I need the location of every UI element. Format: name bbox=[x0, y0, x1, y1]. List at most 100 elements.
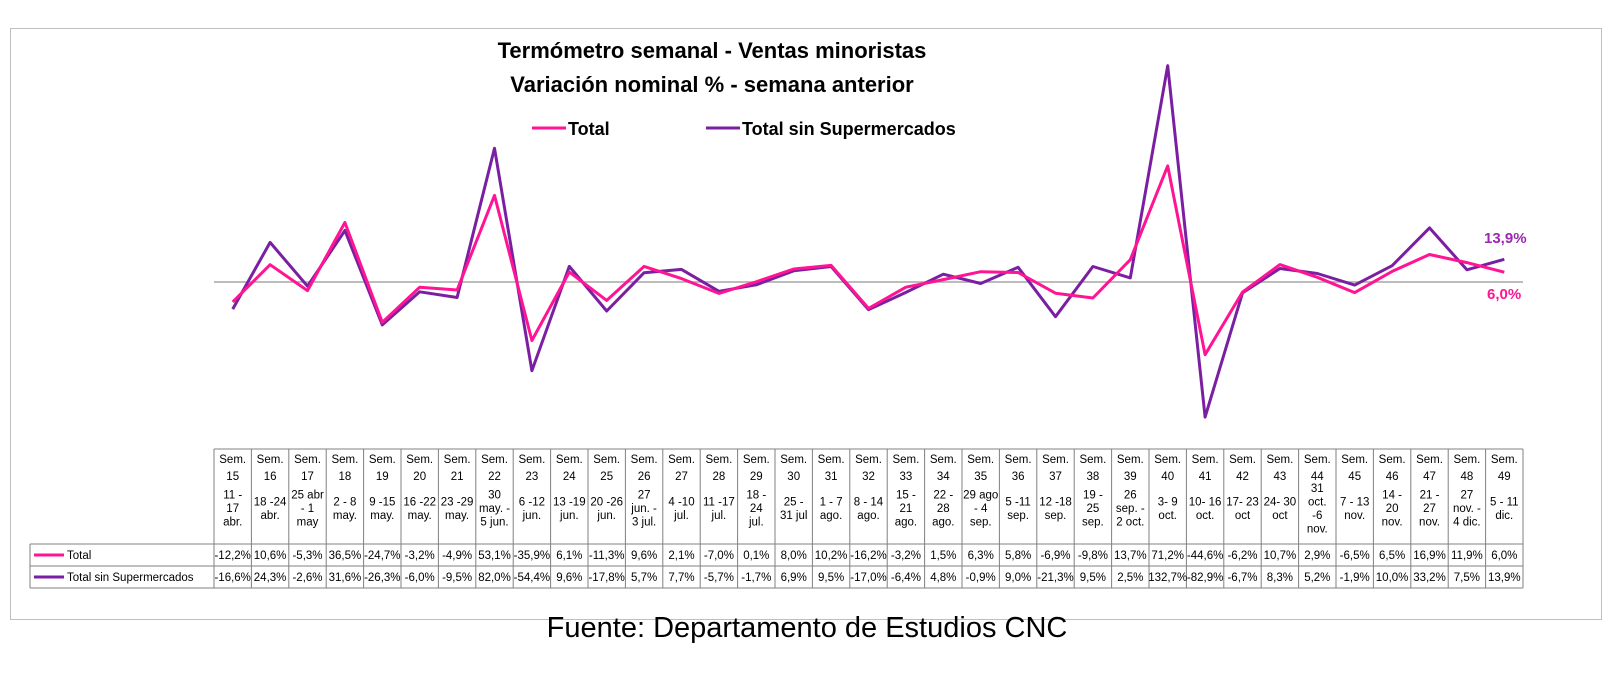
value-total-21: 5,8% bbox=[1005, 550, 1031, 562]
value-total-33: 11,9% bbox=[1451, 550, 1483, 562]
week-label-24: Sem. bbox=[1117, 454, 1144, 466]
date-range-34: 5 - 11 dic. bbox=[1490, 496, 1519, 522]
value-total-31: 6,5% bbox=[1379, 550, 1405, 562]
week-number-23: 38 bbox=[1087, 471, 1100, 483]
week-number-16: 31 bbox=[825, 471, 838, 483]
week-number-31: 46 bbox=[1386, 471, 1399, 483]
date-range-6: 23 -29 may. bbox=[441, 496, 474, 522]
value-total-8: -35,9% bbox=[514, 550, 550, 562]
week-number-12: 27 bbox=[675, 471, 688, 483]
week-label-22: Sem. bbox=[1042, 454, 1069, 466]
week-number-14: 29 bbox=[750, 471, 763, 483]
week-label-6: Sem. bbox=[444, 454, 471, 466]
week-number-33: 48 bbox=[1461, 471, 1474, 483]
value-sin-super-30: -1,9% bbox=[1340, 572, 1370, 584]
value-sin-super-11: 5,7% bbox=[631, 572, 657, 584]
value-total-6: -4,9% bbox=[442, 550, 472, 562]
data-table: Total Total sin Supermercados Sem. 15 11 -17… bbox=[29, 448, 1524, 589]
value-sin-super-25: 132,7% bbox=[1148, 572, 1187, 584]
week-number-34: 49 bbox=[1498, 471, 1511, 483]
week-label-3: Sem. bbox=[331, 454, 358, 466]
chart-frame bbox=[10, 28, 1602, 620]
week-number-1: 16 bbox=[264, 471, 277, 483]
date-range-32: 21 -27 nov. bbox=[1419, 490, 1440, 529]
value-sin-super-0: -16,6% bbox=[214, 572, 250, 584]
value-total-12: 2,1% bbox=[668, 550, 694, 562]
week-number-9: 24 bbox=[563, 471, 576, 483]
value-sin-super-24: 2,5% bbox=[1117, 572, 1143, 584]
value-sin-super-23: 9,5% bbox=[1080, 572, 1106, 584]
value-total-11: 9,6% bbox=[631, 550, 657, 562]
value-sin-super-14: -1,7% bbox=[741, 572, 771, 584]
value-total-22: -6,9% bbox=[1040, 550, 1070, 562]
row-label-total: Total bbox=[67, 550, 91, 562]
date-range-24: 26 sep. -2 oct. bbox=[1116, 490, 1145, 529]
week-label-2: Sem. bbox=[294, 454, 321, 466]
value-total-19: 1,5% bbox=[930, 550, 956, 562]
week-number-32: 47 bbox=[1423, 471, 1436, 483]
value-total-4: -24,7% bbox=[364, 550, 400, 562]
value-sin-super-22: -21,3% bbox=[1037, 572, 1073, 584]
plot-area: 6,0% 13,9% bbox=[214, 64, 1527, 419]
date-range-23: 19 -25 sep. bbox=[1082, 490, 1104, 529]
date-range-3: 2 - 8 may. bbox=[333, 496, 357, 522]
value-sin-super-5: -6,0% bbox=[405, 572, 435, 584]
week-label-26: Sem. bbox=[1192, 454, 1219, 466]
week-number-10: 25 bbox=[600, 471, 613, 483]
date-range-8: 6 -12 jun. bbox=[519, 496, 545, 522]
value-sin-super-28: 8,3% bbox=[1267, 572, 1293, 584]
value-total-5: -3,2% bbox=[405, 550, 435, 562]
date-range-27: 17- 23 oct bbox=[1226, 496, 1259, 522]
week-number-18: 33 bbox=[900, 471, 913, 483]
date-range-13: 11 -17 jul. bbox=[703, 496, 735, 522]
value-total-32: 16,9% bbox=[1413, 550, 1446, 562]
date-range-30: 7 - 13 nov. bbox=[1340, 496, 1369, 522]
date-range-26: 10- 16 oct. bbox=[1189, 496, 1222, 522]
week-label-14: Sem. bbox=[743, 454, 770, 466]
value-sin-super-19: 4,8% bbox=[930, 572, 956, 584]
date-range-18: 15 -21 ago. bbox=[895, 490, 917, 529]
value-sin-super-13: -5,7% bbox=[704, 572, 734, 584]
week-label-7: Sem. bbox=[481, 454, 508, 466]
week-label-33: Sem. bbox=[1453, 454, 1480, 466]
week-label-11: Sem. bbox=[631, 454, 658, 466]
value-sin-super-8: -54,4% bbox=[514, 572, 550, 584]
value-total-16: 10,2% bbox=[815, 550, 848, 562]
date-range-16: 1 - 7 ago. bbox=[820, 496, 843, 522]
week-number-22: 37 bbox=[1049, 471, 1062, 483]
legend: Total Total sin Supermercados bbox=[532, 119, 956, 139]
week-label-13: Sem. bbox=[705, 454, 732, 466]
week-label-12: Sem. bbox=[668, 454, 695, 466]
value-total-25: 71,2% bbox=[1151, 550, 1184, 562]
week-number-4: 19 bbox=[376, 471, 389, 483]
week-label-23: Sem. bbox=[1079, 454, 1106, 466]
week-number-3: 18 bbox=[339, 471, 352, 483]
value-total-29: 2,9% bbox=[1304, 550, 1330, 562]
week-number-11: 26 bbox=[638, 471, 651, 483]
week-label-10: Sem. bbox=[593, 454, 620, 466]
value-sin-super-29: 5,2% bbox=[1304, 572, 1330, 584]
date-range-5: 16 -22 may. bbox=[403, 496, 436, 522]
value-sin-super-4: -26,3% bbox=[364, 572, 400, 584]
week-label-16: Sem. bbox=[818, 454, 845, 466]
value-sin-super-15: 6,9% bbox=[781, 572, 807, 584]
date-range-2: 25 abr - 1 may bbox=[291, 490, 324, 529]
week-number-13: 28 bbox=[713, 471, 726, 483]
value-total-7: 53,1% bbox=[478, 550, 511, 562]
value-sin-super-9: 9,6% bbox=[556, 572, 582, 584]
chart-title: Termómetro semanal - Ventas minoristas bbox=[498, 38, 927, 63]
date-range-22: 12 -18 sep. bbox=[1039, 496, 1072, 522]
week-number-24: 39 bbox=[1124, 471, 1137, 483]
date-range-4: 9 -15 may. bbox=[369, 496, 395, 522]
date-range-33: 27 nov. -4 dic. bbox=[1453, 490, 1481, 529]
week-label-4: Sem. bbox=[369, 454, 396, 466]
week-label-20: Sem. bbox=[967, 454, 994, 466]
value-total-9: 6,1% bbox=[556, 550, 582, 562]
date-range-10: 20 -26 jun. bbox=[590, 496, 623, 522]
value-total-27: -6,2% bbox=[1227, 550, 1257, 562]
week-number-5: 20 bbox=[413, 471, 426, 483]
week-label-9: Sem. bbox=[556, 454, 583, 466]
value-total-10: -11,3% bbox=[589, 550, 625, 562]
week-label-31: Sem. bbox=[1379, 454, 1406, 466]
